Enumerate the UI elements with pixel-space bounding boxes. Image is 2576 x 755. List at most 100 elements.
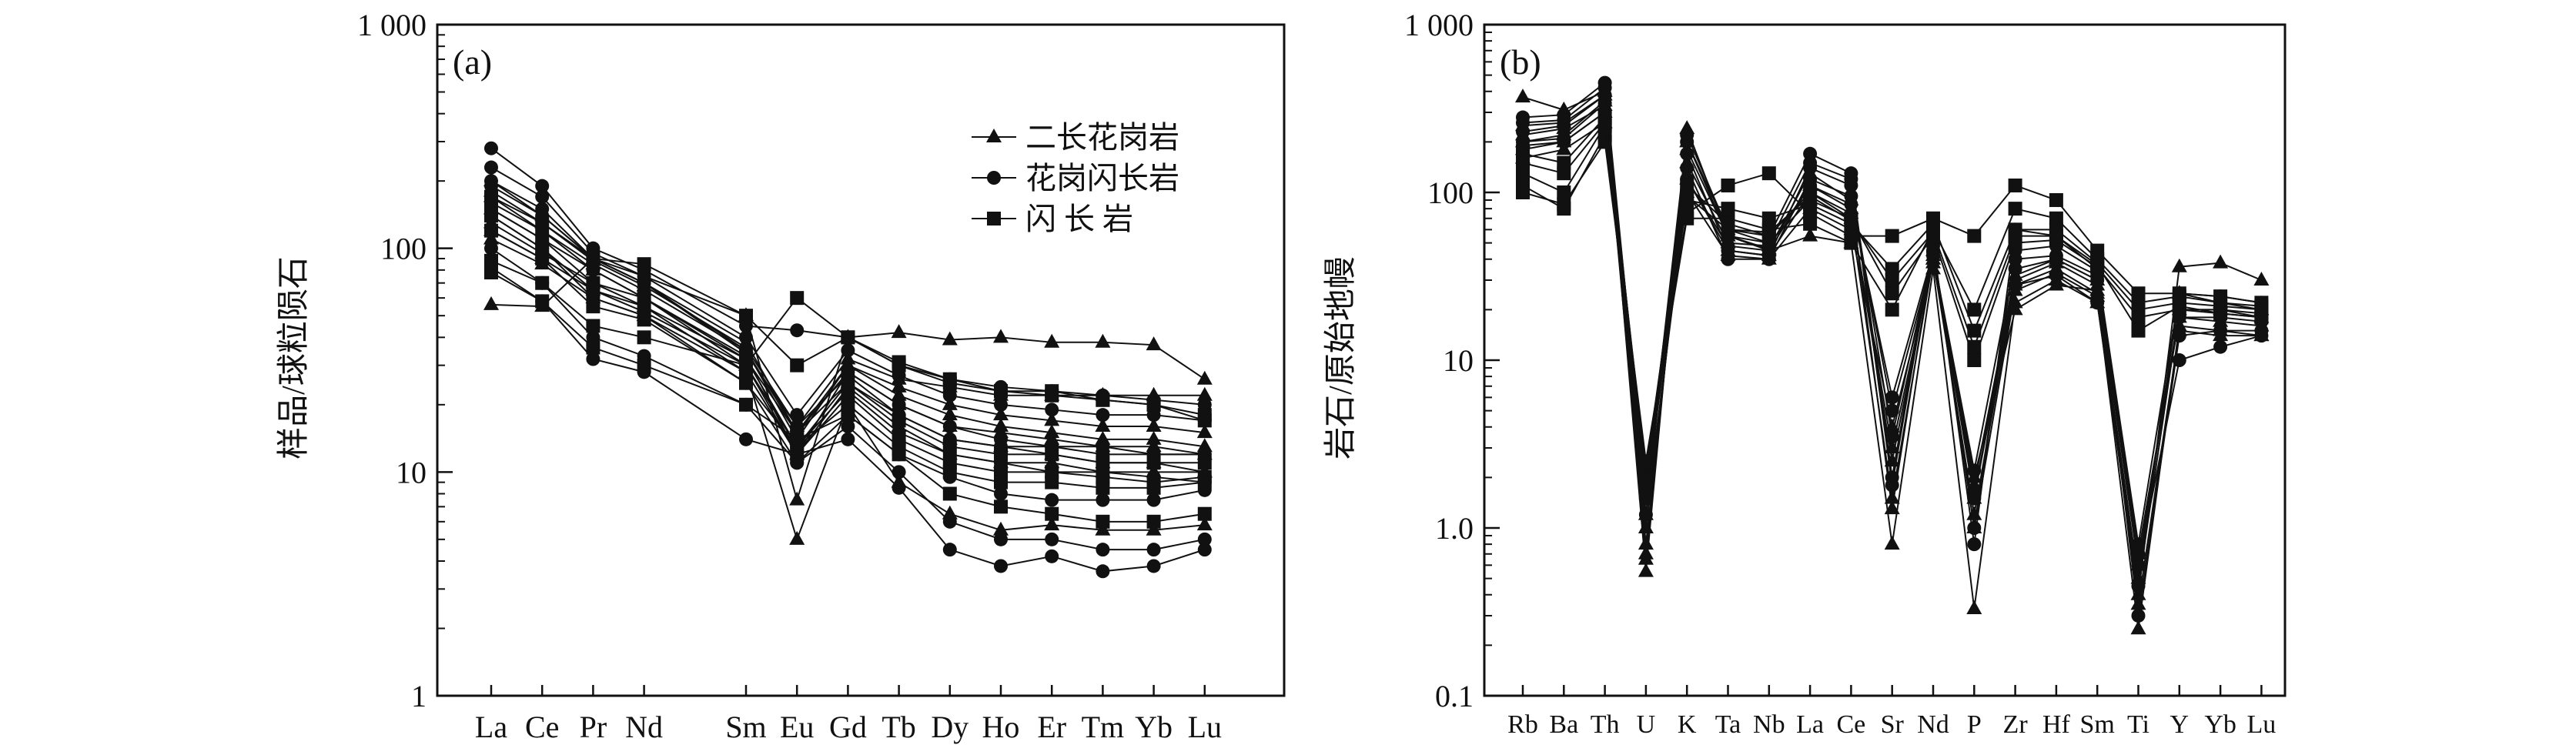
panel-a-data-point bbox=[1044, 333, 1060, 348]
panel-a-x-tick-label: Lu bbox=[1188, 710, 1222, 744]
panel-b-x-tick-label: Rb bbox=[1507, 710, 1538, 739]
panel-a-data-point bbox=[994, 397, 1008, 412]
panel-b-data-point bbox=[2008, 202, 2022, 216]
panel-b-data-point bbox=[1885, 302, 1899, 317]
panel-a-series-line bbox=[490, 195, 1205, 448]
panel-a-plot-frame bbox=[436, 23, 1286, 697]
legend-label: 二长花岗岩 bbox=[1025, 120, 1179, 155]
panel-a-data-point bbox=[1196, 516, 1213, 531]
panel-b-data-point bbox=[2090, 296, 2105, 310]
panel-a-data-point bbox=[994, 532, 1008, 546]
panel-a-data-point bbox=[1146, 438, 1162, 453]
panel-a-y-tick-label: 1 bbox=[411, 679, 427, 713]
panel-a-data-point bbox=[739, 376, 753, 390]
panel-b-data-point bbox=[1967, 339, 1982, 354]
legend-circle-marker bbox=[987, 171, 1001, 185]
panel-a-data-point bbox=[1096, 564, 1110, 579]
panel-b-data-point bbox=[2131, 323, 2146, 338]
panel-b-data-point bbox=[2130, 596, 2146, 610]
panel-a-data-point bbox=[586, 262, 601, 277]
panel-a-data-point bbox=[841, 330, 855, 345]
panel-b-data-point bbox=[2130, 620, 2146, 635]
panel-b-data-point bbox=[1884, 500, 1900, 515]
panel-a-data-point bbox=[790, 323, 805, 338]
panel-b-data-point bbox=[1557, 155, 1571, 170]
panel-b-data-point bbox=[1597, 135, 1612, 149]
panel-a-data-point bbox=[586, 352, 601, 366]
panel-b-x-tick-label: P bbox=[1967, 710, 1982, 739]
panel-a-data-point bbox=[993, 418, 1009, 433]
panel-a-data-point bbox=[484, 253, 498, 268]
legend-label: 闪 长 岩 bbox=[1025, 202, 1133, 236]
panel-a-data-point bbox=[942, 465, 957, 479]
panel-b-x-tick-label: U bbox=[1637, 710, 1656, 739]
panel-b-data-point bbox=[2131, 579, 2146, 593]
panel-b-data-point bbox=[1967, 353, 1982, 367]
panel-a-data-point bbox=[892, 355, 906, 369]
panel-a-data-point bbox=[1096, 543, 1110, 557]
panel-b-data-point bbox=[2131, 310, 2146, 325]
panel-a-data-point bbox=[1096, 393, 1110, 407]
panel-a-data-point bbox=[1095, 418, 1111, 433]
panel-b-data-point bbox=[2007, 301, 2023, 316]
panel-b-data-point bbox=[1885, 478, 1899, 493]
panel-a-data-point bbox=[637, 358, 651, 372]
panel-a-data-point bbox=[1045, 403, 1059, 417]
panel-a-data-point bbox=[1146, 559, 1161, 573]
panel-b-x-tick-label: Nb bbox=[1753, 710, 1785, 739]
panel-b-y-tick-label: 0.1 bbox=[1435, 679, 1474, 713]
panel-a-data-point bbox=[1146, 493, 1161, 507]
panel-b-x-tick-label: K bbox=[1678, 710, 1697, 739]
panel-b-x-tick-label: Zr bbox=[2003, 710, 2029, 739]
panel-a-y-tick-label: 100 bbox=[380, 232, 427, 266]
panel-b-spider-diagram: (b) 岩石/原始地幔 0.1 1.0 10 100 1 000 Rb Ba Th U K Ta Nb… bbox=[1323, 8, 2287, 739]
panel-b-x-tick-label: Sr bbox=[1881, 710, 1905, 739]
panel-a-series-line bbox=[490, 272, 1205, 523]
panel-b-data-point bbox=[1967, 323, 1982, 338]
panel-a-x-tick-label: Yb bbox=[1135, 710, 1173, 744]
panel-a-data-point bbox=[1197, 532, 1212, 546]
panel-a-data-point bbox=[1146, 514, 1161, 529]
panel-b-data-point bbox=[2008, 229, 2022, 243]
panel-b-y-tick-label: 1 000 bbox=[1404, 8, 1474, 42]
panel-b-data-point bbox=[1597, 115, 1612, 130]
panel-a-series-line bbox=[490, 266, 1206, 573]
panel-a-data-point bbox=[942, 486, 957, 501]
panel-a-data-point bbox=[891, 324, 907, 339]
panel-a-data-point bbox=[942, 505, 958, 519]
panel-a-data-point bbox=[586, 276, 601, 290]
panel-a-data-point bbox=[637, 257, 651, 272]
panel-b-data-point bbox=[1680, 178, 1694, 192]
panel-b-x-tick-label: Hf bbox=[2042, 710, 2071, 739]
panel-a-y-axis-title: 样品/球粒陨石 bbox=[276, 256, 312, 459]
panel-a-data-point bbox=[892, 480, 906, 495]
panel-a-data-point bbox=[994, 486, 1008, 501]
panel-a-data-point bbox=[637, 312, 651, 327]
panel-b-data-point bbox=[1761, 166, 1776, 181]
panel-a-series-line bbox=[490, 257, 1206, 503]
panel-a-y-tick-label: 10 bbox=[396, 455, 427, 489]
panel-a-data-point bbox=[484, 179, 498, 193]
panel-a-x-tick-label: Dy bbox=[931, 710, 969, 744]
panel-a-data-point bbox=[1146, 480, 1161, 495]
panel-a-data-point bbox=[484, 189, 498, 204]
panel-b-data-point bbox=[1761, 225, 1776, 239]
panel-b-data-point bbox=[1516, 115, 1530, 130]
panel-b-data-point bbox=[1516, 185, 1530, 199]
panel-a-data-point bbox=[1045, 493, 1059, 507]
panel-a-data-point bbox=[942, 388, 957, 403]
legend-square-marker bbox=[987, 212, 1001, 225]
panel-a-data-point bbox=[942, 514, 957, 529]
panel-b-data-point bbox=[1761, 211, 1776, 225]
panel-b-data-point bbox=[1967, 486, 1982, 501]
panel-b-data-point bbox=[1885, 390, 1899, 405]
panel-a-x-tick-label: Pr bbox=[580, 710, 607, 744]
panel-b-data-point bbox=[1803, 216, 1818, 231]
panel-a-series-line bbox=[490, 166, 1205, 422]
panel-a-data-point bbox=[1196, 386, 1213, 401]
panel-b-data-point bbox=[1638, 507, 1653, 522]
panel-b-data-point bbox=[1967, 302, 1982, 317]
panel-a-data-point bbox=[1045, 506, 1059, 521]
panel-b-data-point bbox=[1680, 189, 1694, 203]
